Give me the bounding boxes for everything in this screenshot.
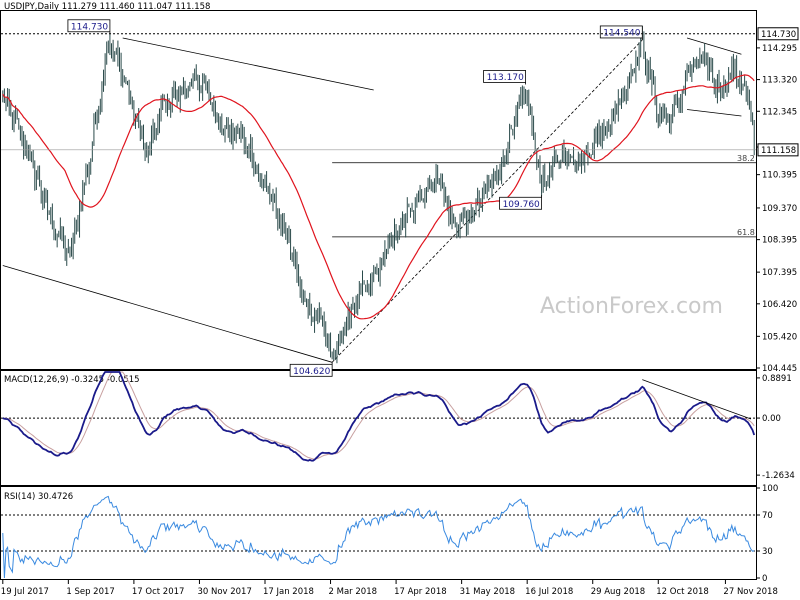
rsi-tick-label: 30 (762, 547, 773, 557)
price-tags: 114.730 111.158 (1, 27, 799, 157)
swing-value: 104.620 (293, 367, 330, 377)
high-tag-box (757, 27, 799, 41)
fib-label: 61.8 (737, 228, 755, 237)
price-tick-label: 106.420 (762, 300, 797, 310)
candles (2, 25, 755, 364)
x-tick-label: 2 Mar 2018 (329, 587, 377, 597)
price-panel-frame (0, 10, 757, 370)
x-tick-label: 16 Jul 2018 (525, 587, 573, 597)
trendlines (2, 37, 742, 363)
x-tick-label: 17 Oct 2017 (132, 587, 185, 597)
price-tick-label: 108.395 (762, 236, 797, 246)
moving-average (2, 74, 755, 320)
channel-lower-line (2, 265, 333, 363)
x-tick-label: 30 Nov 2017 (197, 587, 251, 597)
macd-line (2, 371, 756, 462)
swing-value: 113.170 (487, 73, 524, 83)
x-tick-label: 27 Nov 2018 (723, 587, 777, 597)
fib-label: 38.2 (737, 154, 755, 163)
price-axis: 114.295113.320112.345111.245110.395109.3… (756, 44, 797, 374)
swing-box (483, 70, 526, 83)
price-tick-label: 104.445 (762, 364, 797, 374)
swing-value: 114.730 (71, 22, 108, 32)
x-tick-label: 17 Jan 2018 (263, 587, 314, 597)
high-tag-label: 114.730 (761, 30, 796, 40)
macd-tick-label: 0.8891 (762, 374, 792, 384)
price-tick-label: 110.395 (762, 171, 797, 181)
price-tick-label: 113.320 (762, 76, 797, 86)
macd-axis: 0.8891 0.00 -1.2634 (756, 374, 795, 481)
support-dashed-line (331, 39, 643, 363)
price-tick-label: 112.345 (762, 107, 797, 117)
ma-line (2, 74, 755, 320)
last-tag-label: 111.158 (761, 146, 796, 156)
swing-box (67, 19, 111, 33)
x-tick-label: 1 Sep 2017 (66, 587, 114, 597)
price-tick-label: 107.395 (762, 268, 797, 278)
rsi-tick-label: 100 (762, 484, 778, 494)
x-tick-label: 19 Jul 2017 (1, 587, 49, 597)
rsi-line (2, 495, 755, 579)
macd-tick-label: 0.00 (762, 414, 781, 424)
x-axis: 19 Jul 2017 1 Sep 2017 17 Oct 2017 30 Nov 2… (1, 580, 778, 597)
macd-trendline (642, 379, 752, 420)
rsi-axis: 100 70 30 0 (756, 484, 778, 584)
rsi-tick-label: 70 (762, 511, 773, 521)
swing-box (499, 196, 542, 210)
swing-value: 109.760 (503, 200, 540, 210)
price-tick-label: 105.420 (762, 332, 797, 342)
macd-tick-label: -1.2634 (762, 471, 795, 481)
symbol-title: USDJPY,Daily 111.279 111.460 111.047 111… (4, 2, 210, 12)
x-tick-label: 12 Oct 2018 (656, 587, 709, 597)
price-tick-label: 114.295 (762, 44, 797, 54)
last-tag-box (757, 143, 799, 157)
swing-box (289, 363, 333, 377)
wedge-upper-line (686, 37, 742, 55)
rsi-panel-frame (0, 486, 757, 580)
rsi-tick-label: 0 (762, 574, 767, 584)
wedge-lower-line (687, 109, 742, 117)
price-tick-label: 109.370 (762, 204, 797, 214)
macd-lines (1, 371, 756, 462)
fib-levels: 38.2 61.8 (332, 154, 756, 238)
rsi-line (1, 495, 756, 579)
resistance-trendline (122, 37, 374, 91)
x-tick-label: 17 Apr 2018 (394, 587, 447, 597)
macd-signal-line (2, 371, 755, 460)
rsi-label: RSI(14) 30.4726 (4, 492, 73, 502)
watermark: ActionForex.com (540, 294, 723, 319)
x-tick-label: 31 May 2018 (460, 587, 515, 597)
macd-label: MACD(12,26,9) -0.3245 -0.0515 (4, 375, 140, 385)
swing-box (599, 25, 643, 39)
x-tick-label: 29 Aug 2018 (591, 587, 645, 597)
